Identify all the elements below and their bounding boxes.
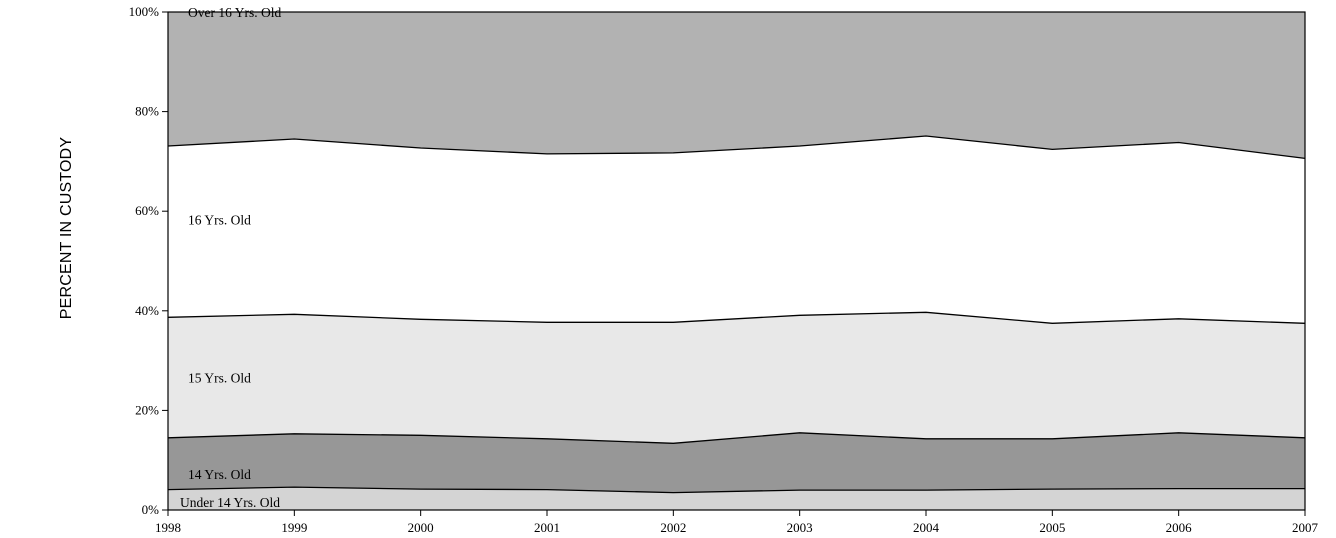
boundary-line-16-yrs-old bbox=[167, 135, 1306, 160]
boundary-lines-layer bbox=[167, 135, 1306, 494]
y-tick-label: 60% bbox=[135, 203, 159, 218]
axes-layer: 0% 20% 40% 60% 80% 100% 1998 1999 2000 2001 2002 20… bbox=[129, 4, 1319, 535]
area-14-yrs-old bbox=[168, 432, 1305, 493]
area-over-16-yrs-old bbox=[168, 12, 1305, 159]
y-tick-label: 100% bbox=[129, 4, 160, 19]
area-16-yrs-old bbox=[168, 136, 1305, 324]
y-tick-label: 80% bbox=[135, 104, 159, 119]
x-tick-label: 1999 bbox=[281, 520, 307, 535]
y-tick-label: 40% bbox=[135, 303, 159, 318]
boundary-line-14-yrs-old bbox=[167, 432, 1306, 444]
x-tick-label: 1998 bbox=[155, 520, 181, 535]
area-label-under-14-yrs-old: Under 14 Yrs. Old bbox=[180, 495, 280, 510]
y-axis-label: PERCENT IN CUSTODY bbox=[58, 137, 75, 320]
area-label-16-yrs-old: 16 Yrs. Old bbox=[188, 213, 251, 228]
boundary-line-under-14-yrs-old bbox=[167, 486, 1305, 494]
x-tick-label: 2006 bbox=[1166, 520, 1193, 535]
area-label-over-16-yrs-old: Over 16 Yrs. Old bbox=[188, 5, 281, 20]
x-tick-label: 2001 bbox=[534, 520, 560, 535]
boundary-line-15-yrs-old bbox=[167, 311, 1306, 324]
area-labels-layer: Under 14 Yrs. Old 14 Yrs. Old 15 Yrs. Old 1… bbox=[180, 5, 281, 510]
x-tick-label: 2003 bbox=[787, 520, 813, 535]
area-label-14-yrs-old: 14 Yrs. Old bbox=[188, 467, 251, 482]
x-tick-label: 2005 bbox=[1039, 520, 1065, 535]
y-tick-label: 20% bbox=[135, 402, 159, 417]
x-tick-label: 2002 bbox=[660, 520, 686, 535]
area-label-15-yrs-old: 15 Yrs. Old bbox=[188, 371, 251, 386]
x-tick-label: 2004 bbox=[913, 520, 940, 535]
x-tick-label: 2000 bbox=[408, 520, 434, 535]
areas-layer bbox=[168, 12, 1305, 510]
area-under-14-yrs-old bbox=[168, 487, 1305, 510]
plot-frame bbox=[167, 11, 1306, 511]
x-tick-label: 2007 bbox=[1292, 520, 1319, 535]
y-tick-label: 0% bbox=[142, 502, 160, 517]
area-15-yrs-old bbox=[168, 312, 1305, 444]
